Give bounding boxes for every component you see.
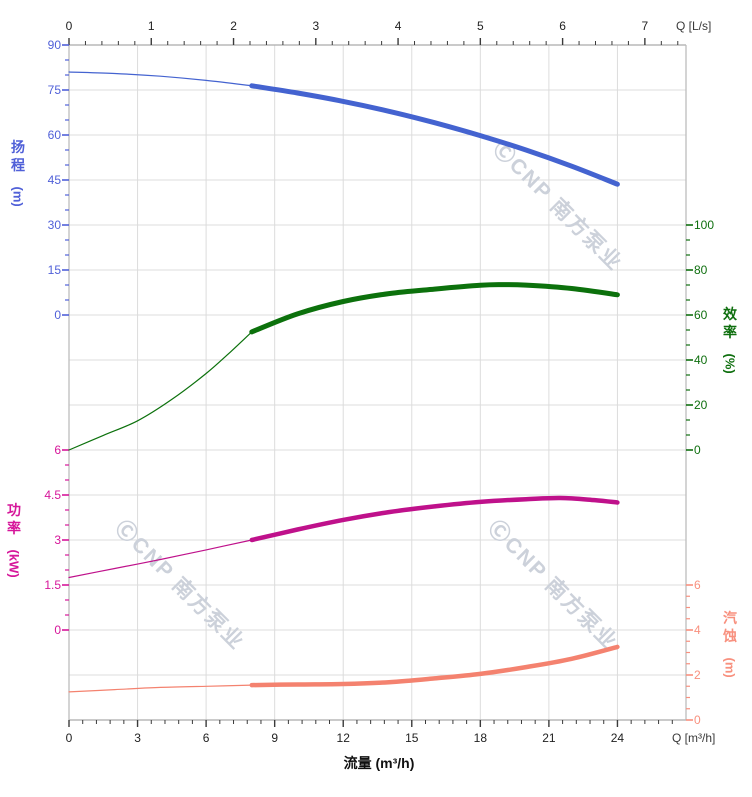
tick-label: 0: [694, 713, 701, 727]
tick-label: 4.5: [44, 488, 61, 502]
efficiency-axis-unit: (%): [722, 353, 738, 374]
tick-label: 100: [694, 218, 715, 232]
tick-label: 2: [694, 668, 701, 682]
efficiency-axis-title: 效率 (%): [721, 306, 739, 374]
power-curve: [249, 495, 620, 543]
tick-label: 15: [405, 731, 419, 745]
tick-label: 0: [694, 443, 701, 457]
power-axis-title: 功率 (kW): [5, 502, 23, 578]
tick-label: 0: [65, 731, 73, 745]
flow-axis-title: 流量 (m³/h): [343, 755, 415, 771]
npsh-curve: [68, 684, 253, 693]
power-curve: [68, 539, 253, 579]
tick-label: 9: [271, 731, 278, 745]
tick-label: 18: [473, 731, 488, 745]
tick-label: 0: [65, 19, 73, 33]
npsh-axis-title-text: 汽蚀: [723, 610, 737, 644]
efficiency-curve: [249, 282, 620, 335]
tick-label: 7: [641, 19, 649, 33]
tick-label: 75: [47, 83, 61, 97]
tick-label: 6: [559, 19, 566, 33]
tick-label: 1: [147, 19, 155, 33]
tick-label: 1.5: [44, 578, 61, 592]
tick-label: 40: [694, 353, 708, 367]
cnp-watermark: ⒸCNP 南方泵业: [488, 137, 627, 276]
head-axis-title-text: 扬程: [11, 139, 25, 173]
tick-label: 60: [694, 308, 708, 322]
tick-label: 24: [610, 731, 625, 745]
efficiency-axis-title-text: 效率: [723, 306, 737, 340]
tick-label: 6: [54, 443, 61, 457]
tick-label: 45: [47, 173, 61, 187]
head-curve: [249, 83, 620, 187]
tick-label: 3: [312, 19, 320, 33]
tick-label: 12: [336, 731, 350, 745]
npsh-axis-unit: (m): [722, 657, 738, 678]
efficiency-curve: [68, 331, 253, 451]
power-axis-unit: (kW): [6, 549, 22, 578]
tick-label: 3: [134, 731, 141, 745]
tick-label: 20: [694, 398, 708, 412]
tick-label: 6: [202, 731, 210, 745]
npsh-axis-title: 汽蚀 (m): [721, 610, 739, 678]
tick-label: 4: [694, 623, 701, 637]
head-axis-unit: (m): [10, 186, 26, 207]
tick-label: 60: [47, 128, 61, 142]
npsh-curve: [249, 644, 620, 688]
tick-label: 0: [54, 308, 61, 322]
tick-label: 0: [54, 623, 61, 637]
tick-label: 90: [47, 38, 61, 52]
tick-label: 80: [694, 263, 708, 277]
tick-label: 2: [230, 19, 237, 33]
head-axis-title: 扬程 (m): [9, 139, 27, 207]
tick-label: 4: [394, 19, 402, 33]
tick-label: 21: [542, 731, 556, 745]
tick-label: 6: [694, 578, 701, 592]
bottom-axis-unit-label: Q [m³/h]: [672, 731, 716, 745]
tick-label: 30: [47, 218, 61, 232]
top-axis-unit-label: Q [L/s]: [676, 19, 712, 33]
head-curve: [68, 71, 253, 87]
tick-label: 3: [54, 533, 61, 547]
tick-label: 15: [47, 263, 61, 277]
power-axis-title-text: 功率: [7, 502, 21, 536]
tick-label: 5: [476, 19, 484, 33]
